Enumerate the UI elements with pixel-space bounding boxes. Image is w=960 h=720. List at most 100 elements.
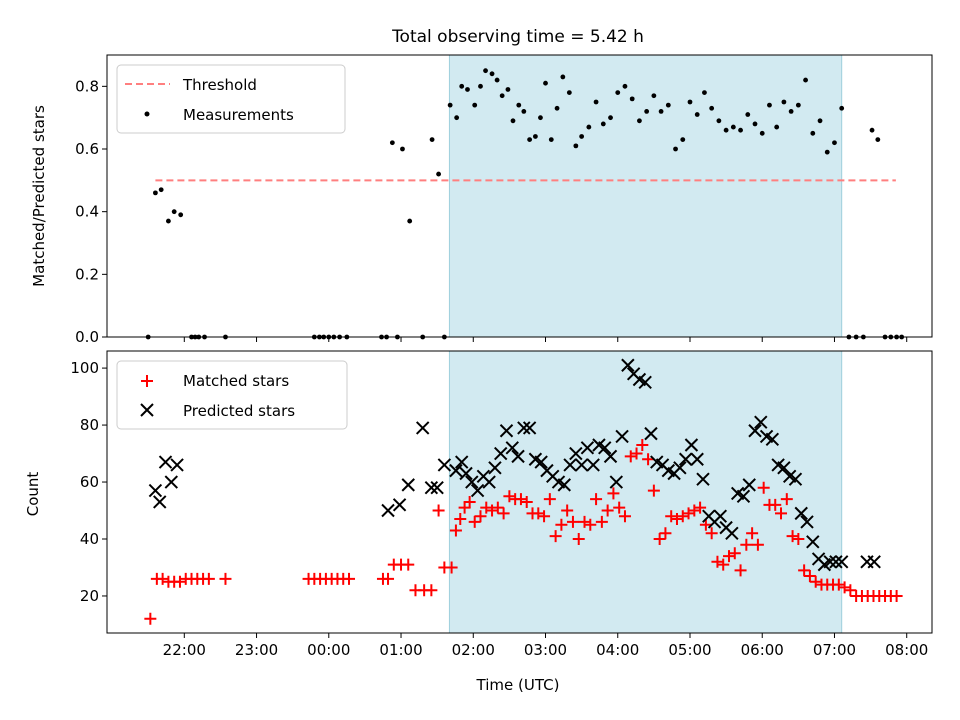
predicted-point: [563, 458, 577, 472]
predicted-point: [867, 555, 881, 569]
measurement-point: [687, 99, 693, 105]
matched-point: [532, 507, 545, 520]
predicted-point: [499, 424, 514, 438]
measurement-point: [566, 90, 572, 95]
legend-matched-swatch: [141, 375, 153, 387]
measurement-point: [702, 90, 707, 95]
measurement-point: [788, 109, 794, 114]
matched-point: [607, 487, 620, 500]
measurement-point: [516, 102, 522, 108]
measurement-point: [781, 99, 787, 105]
measurement-point: [178, 212, 184, 218]
matched-point: [432, 504, 445, 517]
y-tick-label: 20: [80, 587, 99, 605]
measurement-point: [429, 137, 435, 143]
measurement-point: [803, 77, 808, 83]
figure-title: Total observing time = 5.42 h: [391, 27, 644, 47]
x-tick-label: 22:00: [163, 641, 206, 659]
y-tick-label: 0.6: [75, 140, 99, 158]
matched-point: [647, 484, 660, 497]
matched-point: [636, 439, 649, 451]
measurement-point: [824, 149, 830, 155]
y-tick-label: 80: [80, 416, 99, 434]
measurement-point: [622, 83, 628, 89]
count-panel: 20 40 60 80 100 22:00 23:00 00:00 01:00 02:00 03:…: [24, 350, 933, 694]
measurement-point: [465, 87, 470, 92]
matched-point: [555, 518, 568, 531]
matched-point: [798, 564, 811, 577]
matched-point: [838, 581, 851, 594]
measurement-point: [615, 90, 621, 95]
measurement-point: [759, 130, 765, 136]
predicted-point: [748, 424, 762, 438]
ratio-panel-legend: Threshold Measurements: [116, 64, 346, 134]
matched-point: [572, 533, 585, 545]
measurement-point: [651, 93, 657, 99]
predicted-point: [430, 481, 444, 495]
predicted-point: [777, 461, 791, 475]
matched-point: [454, 513, 467, 526]
predicted-point: [437, 458, 452, 472]
legend-matched-label: Matched stars: [183, 372, 289, 390]
predicted-point: [153, 495, 167, 509]
predicted-point: [381, 503, 395, 518]
measurement-point: [483, 68, 488, 74]
predicted-point: [170, 458, 184, 472]
measurement-point: [579, 134, 585, 139]
predicted-point: [609, 475, 624, 489]
predicted-point: [401, 478, 415, 492]
predicted-point: [158, 455, 173, 469]
matched-point: [699, 518, 712, 531]
measurement-point: [709, 105, 715, 111]
measurement-point: [716, 118, 722, 124]
matched-point: [844, 584, 857, 597]
measurement-point: [774, 124, 780, 130]
predicted-point: [449, 463, 463, 478]
measurement-point: [153, 190, 158, 196]
predicted-point: [424, 481, 439, 495]
measurement-point: [447, 102, 453, 108]
matched-point: [670, 513, 683, 526]
measurement-point: [644, 109, 650, 114]
matched-point: [382, 572, 395, 585]
measurement-point: [407, 218, 413, 224]
matched-point: [449, 524, 462, 537]
measurement-point: [505, 87, 511, 92]
measurement-point: [658, 109, 664, 114]
predicted-point: [598, 441, 612, 455]
predicted-point: [794, 506, 808, 521]
matched-point: [740, 538, 753, 551]
y-tick-label: 0.2: [75, 265, 99, 283]
matched-point: [425, 584, 438, 597]
measurement-point: [680, 137, 686, 143]
count-panel-legend: Matched stars Predicted stars: [116, 360, 348, 430]
predicted-point: [164, 475, 179, 489]
matched-point: [642, 453, 655, 466]
measurement-point: [817, 118, 823, 124]
y-tick-label: 0.8: [75, 77, 99, 95]
measurement-point: [532, 134, 538, 139]
predicted-point: [415, 421, 430, 435]
predicted-point: [392, 498, 407, 512]
ratio-panel-frame: [106, 54, 933, 338]
matched-point: [491, 501, 504, 514]
matched-point: [514, 493, 527, 506]
measurement-point: [472, 102, 478, 108]
matched-point: [653, 533, 666, 545]
matched-point: [595, 515, 608, 528]
matched-point: [468, 515, 481, 528]
x-tick-label: 23:00: [235, 641, 278, 659]
predicted-point: [482, 475, 496, 489]
matched-point: [688, 504, 701, 517]
measurement-point: [608, 115, 613, 121]
matched-point: [202, 572, 215, 585]
matched-point: [728, 547, 741, 560]
count-panel-frame: [106, 350, 933, 634]
measurement-point: [723, 127, 729, 133]
predicted-point: [696, 472, 710, 486]
matched-point: [630, 447, 643, 460]
matched-point: [786, 530, 799, 543]
measurement-point: [637, 118, 642, 124]
matched-point: [618, 510, 631, 523]
